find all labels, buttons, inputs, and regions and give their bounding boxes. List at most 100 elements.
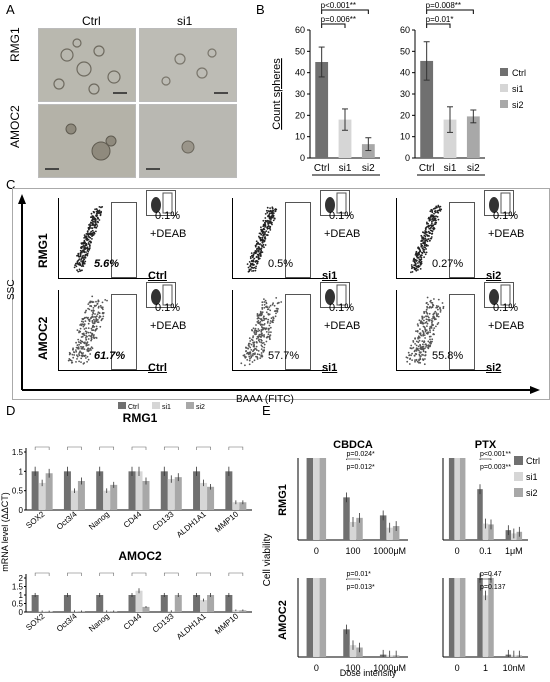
x-tick-label: Oct3/4 <box>55 509 79 531</box>
micrograph-amoc2-ctrl <box>38 104 136 178</box>
bar-ctrl <box>448 458 455 540</box>
facs-event <box>78 343 80 346</box>
facs-event <box>417 269 419 271</box>
facs-event <box>95 300 97 303</box>
facs-event <box>93 321 96 324</box>
facs-event <box>267 328 270 331</box>
facs-event <box>429 345 431 348</box>
facs-event <box>427 222 429 225</box>
facs-event <box>267 225 270 227</box>
facs-event <box>432 313 435 315</box>
facs-event <box>251 361 254 363</box>
y-tick-label: 0.5 <box>12 600 24 609</box>
bar-rmg1-si2 <box>110 484 118 510</box>
sig-bracket <box>131 446 147 450</box>
facs-event <box>78 360 80 363</box>
facs-event <box>426 325 428 327</box>
facs-event <box>87 358 90 361</box>
facs-event <box>96 225 99 227</box>
legend-swatch-ctrl <box>500 68 508 76</box>
facs-event <box>432 208 435 210</box>
facs-event <box>102 308 104 311</box>
bar-rmg1-si1 <box>135 471 143 510</box>
bar-amoc2-ctrl <box>31 595 39 612</box>
facs-event <box>417 264 420 267</box>
legend-label-si1: si1 <box>162 404 171 411</box>
facs-event <box>92 231 95 234</box>
facs-event <box>430 325 433 328</box>
bar-si1 <box>313 578 320 657</box>
facs-event <box>249 346 252 349</box>
facs-event <box>93 309 95 312</box>
facs-event <box>260 338 262 341</box>
facs-event <box>250 349 253 351</box>
facs-event <box>248 337 251 340</box>
facs-event <box>101 311 104 314</box>
facs-event <box>420 258 423 261</box>
bar-si1 <box>482 595 489 657</box>
facs-event <box>247 270 250 273</box>
bar-si2 <box>356 517 363 540</box>
facs-event <box>254 327 257 330</box>
facs-event <box>91 314 94 316</box>
facs-condition-label: si1 <box>322 270 338 282</box>
facs-event <box>97 319 99 321</box>
facs-event <box>435 325 437 328</box>
facs-event <box>266 226 268 229</box>
bar-rmg1-ctrl <box>315 62 329 158</box>
x-tick-label: 0 <box>314 663 319 673</box>
facs-event <box>79 264 82 267</box>
facs-event <box>266 234 269 236</box>
facs-event <box>415 252 418 255</box>
bar-amoc2-si2 <box>466 116 480 158</box>
facs-event <box>429 305 431 308</box>
sig-bracket <box>163 446 179 450</box>
facs-gate <box>449 202 475 278</box>
facs-event <box>414 360 416 363</box>
facs-event <box>246 263 249 265</box>
x-tick-label: 0 <box>455 546 460 556</box>
facs-event <box>435 312 438 314</box>
facs-event <box>260 336 262 338</box>
facs-event <box>426 235 429 237</box>
legend-label-ctrl: Ctrl <box>512 68 526 78</box>
facs-event <box>91 336 93 339</box>
x-tick-label: ALDH1A1 <box>175 509 208 539</box>
bar-si2 <box>319 578 327 657</box>
facs-event <box>422 231 424 234</box>
facs-event <box>415 344 418 347</box>
facs-event <box>433 298 435 300</box>
facs-event <box>261 324 264 326</box>
y-tick-label: 0.5 <box>12 487 24 496</box>
facs-event <box>253 343 255 345</box>
facs-deab-percent: 0.1% <box>329 210 355 222</box>
facs-gate <box>111 202 137 278</box>
facs-event <box>244 364 246 367</box>
y-tick-label: 30 <box>400 89 410 99</box>
bar-ctrl <box>448 578 455 657</box>
facs-event <box>81 260 84 263</box>
facs-scatter <box>73 206 104 273</box>
facs-event <box>262 225 265 228</box>
x-tick-label: 0.1 <box>479 546 492 556</box>
facs-event <box>95 226 97 229</box>
facs-event <box>95 214 97 217</box>
facs-event <box>256 353 259 356</box>
facs-event <box>98 209 101 212</box>
facs-event <box>425 315 427 318</box>
legend-swatch-si2 <box>514 488 523 497</box>
facs-event <box>268 222 270 225</box>
p-value-label: p<0.001** <box>321 1 356 10</box>
facs-event <box>79 327 82 330</box>
facs-event <box>86 249 89 252</box>
bar-amoc2-ctrl <box>420 60 434 158</box>
facs-event <box>263 240 265 243</box>
facs-event <box>272 317 275 320</box>
facs-gate-percent: 61.7% <box>94 350 126 362</box>
facs-event <box>262 328 264 331</box>
facs-deab-label: +DEAB <box>324 228 361 240</box>
micrograph-rmg1-si1 <box>139 28 237 102</box>
p-bracket <box>426 23 451 28</box>
facs-event <box>79 350 81 353</box>
facs-plot <box>232 198 328 279</box>
